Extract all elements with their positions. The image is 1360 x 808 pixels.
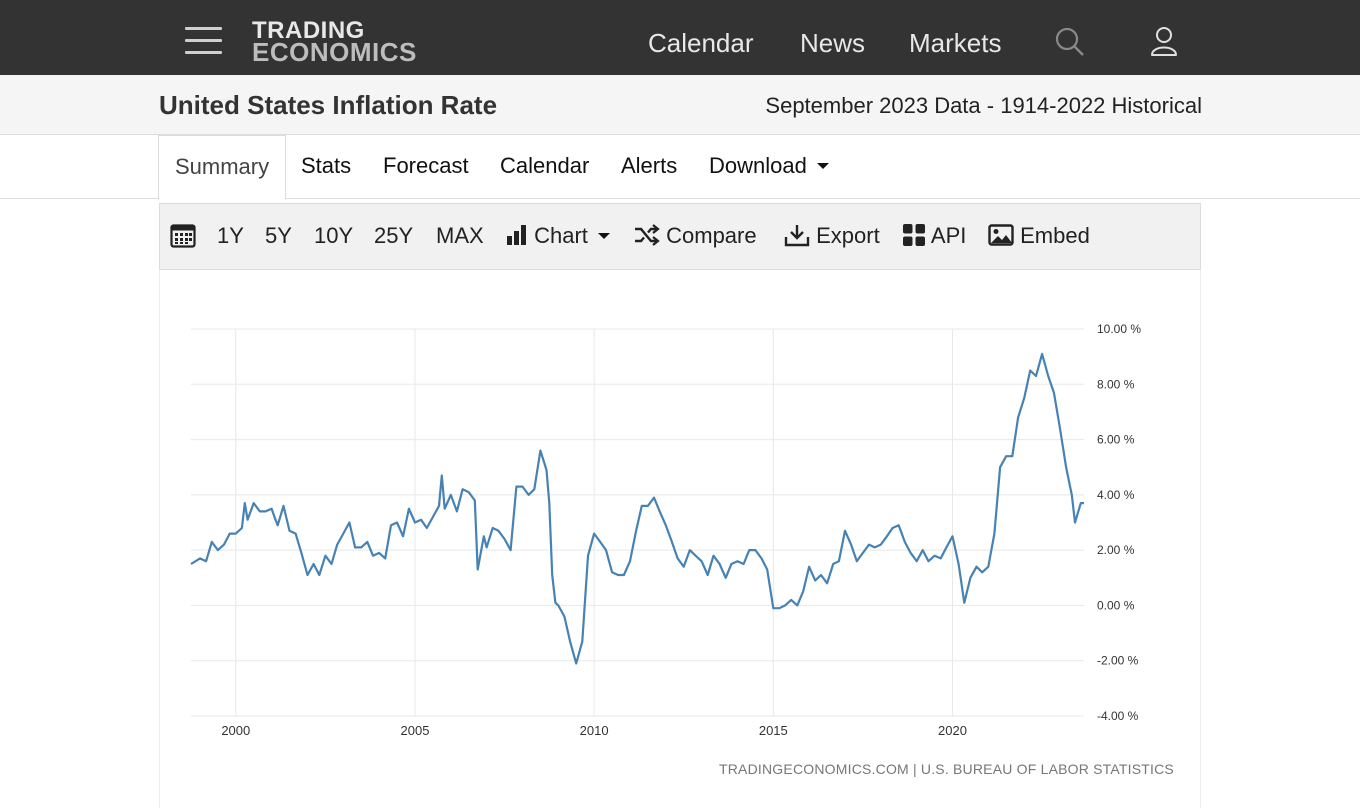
range-1y-button[interactable]: 1Y bbox=[217, 223, 244, 248]
range-10y-button[interactable]: 10Y bbox=[314, 223, 354, 248]
title-bar: United States Inflation Rate September 2… bbox=[0, 75, 1360, 135]
nav-link-news[interactable]: News bbox=[800, 28, 866, 58]
y-tick-label: 2.00 % bbox=[1097, 543, 1135, 557]
top-navbar: TRADING ECONOMICS Calendar News Markets bbox=[0, 0, 1360, 75]
calendar-icon bbox=[170, 224, 196, 248]
logo-line-2: ECONOMICS bbox=[252, 37, 417, 67]
api-button[interactable]: API bbox=[902, 204, 966, 269]
user-icon[interactable] bbox=[1149, 26, 1179, 58]
chart-panel: 10.00 % 8.00 % 6.00 % 4.00 % 2.00 % 0.00 % -2.… bbox=[159, 270, 1201, 808]
image-icon bbox=[988, 224, 1014, 246]
x-tick-label: 2005 bbox=[401, 723, 430, 738]
api-label: API bbox=[930, 223, 967, 248]
y-tick-label: -2.00 % bbox=[1097, 654, 1139, 668]
download-icon bbox=[784, 225, 810, 247]
x-tick-label: 2015 bbox=[759, 723, 788, 738]
inflation-line-chart[interactable]: 10.00 % 8.00 % 6.00 % 4.00 % 2.00 % 0.00 % -2.… bbox=[160, 270, 1202, 808]
grid-icon bbox=[903, 224, 925, 247]
chevron-down-icon bbox=[816, 162, 829, 169]
shuffle-icon bbox=[635, 224, 660, 247]
tab-download-label: Download bbox=[709, 153, 807, 178]
y-tick-label: 8.00 % bbox=[1097, 377, 1135, 391]
tab-calendar[interactable]: Calendar bbox=[500, 153, 590, 178]
x-tick-label: 2020 bbox=[938, 723, 967, 738]
y-tick-label: 4.00 % bbox=[1097, 488, 1135, 502]
chart-type-label: Chart bbox=[534, 223, 588, 248]
bar-chart-icon bbox=[507, 225, 526, 246]
compare-button[interactable]: Compare bbox=[634, 204, 757, 269]
nav-link-markets[interactable]: Markets bbox=[909, 28, 1002, 58]
page-subtitle: September 2023 Data - 1914-2022 Historic… bbox=[765, 93, 1202, 118]
range-max-button[interactable]: MAX bbox=[436, 223, 484, 248]
search-icon[interactable] bbox=[1054, 26, 1086, 58]
y-tick-label: -4.00 % bbox=[1097, 709, 1139, 723]
chart-source: TRADINGECONOMICS.COM | U.S. BUREAU OF LA… bbox=[719, 761, 1174, 777]
range-5y-button[interactable]: 5Y bbox=[265, 223, 292, 248]
trading-economics-logo[interactable]: TRADING ECONOMICS bbox=[252, 17, 417, 67]
y-tick-label: 10.00 % bbox=[1097, 322, 1141, 336]
range-25y-button[interactable]: 25Y bbox=[374, 223, 414, 248]
chevron-down-icon bbox=[597, 232, 610, 239]
series-line bbox=[190, 352, 1084, 665]
tab-alerts[interactable]: Alerts bbox=[621, 153, 678, 178]
indicator-tabs: Summary Stats Forecast Calendar Alerts D… bbox=[0, 135, 1360, 200]
logo-line-1: TRADING bbox=[252, 17, 365, 44]
page-title: United States Inflation Rate bbox=[159, 90, 498, 120]
date-picker-button[interactable] bbox=[170, 204, 196, 269]
compare-label: Compare bbox=[666, 223, 757, 248]
x-tick-label: 2000 bbox=[221, 723, 250, 738]
y-tick-label: 0.00 % bbox=[1097, 598, 1135, 612]
export-label: Export bbox=[816, 223, 880, 248]
menu-icon[interactable] bbox=[185, 27, 222, 55]
x-tick-label: 2010 bbox=[580, 723, 609, 738]
tab-stats[interactable]: Stats bbox=[301, 153, 352, 178]
chart-toolbar: 1Y 5Y 10Y 25Y MAX Chart Compare Export A… bbox=[159, 203, 1201, 270]
tab-summary[interactable]: Summary bbox=[158, 135, 286, 200]
embed-button[interactable]: Embed bbox=[988, 204, 1090, 269]
nav-link-calendar[interactable]: Calendar bbox=[648, 28, 754, 58]
tab-forecast[interactable]: Forecast bbox=[383, 153, 469, 178]
embed-label: Embed bbox=[1020, 223, 1090, 248]
tab-download[interactable]: Download bbox=[709, 135, 829, 199]
chart-type-button[interactable]: Chart bbox=[506, 204, 610, 269]
export-button[interactable]: Export bbox=[784, 204, 880, 269]
y-tick-label: 6.00 % bbox=[1097, 433, 1135, 447]
